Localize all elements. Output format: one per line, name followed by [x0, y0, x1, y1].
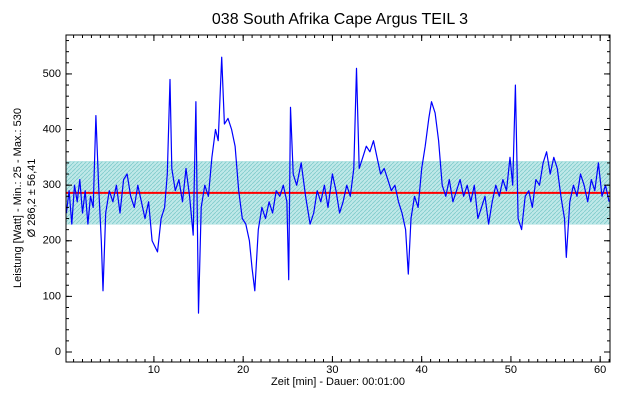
- y-axis-label: Leistung [Watt] - Min.: 25 - Max.: 530: [12, 108, 24, 288]
- chart-title: 038 South Afrika Cape Argus TEIL 3: [212, 11, 468, 28]
- power-line: [65, 56, 610, 314]
- y-tick-label: 500: [43, 68, 61, 80]
- x-tick-label: 20: [237, 364, 249, 376]
- x-tick-label: 40: [416, 364, 428, 376]
- x-tick-label: 50: [505, 364, 517, 376]
- x-tick-label: 30: [326, 364, 338, 376]
- y-axis-label-stats: Ø 286,2 ± 56,41: [26, 159, 38, 238]
- y-tick-label: 200: [43, 235, 61, 247]
- y-tick-label: 400: [43, 123, 61, 135]
- x-tick-label: 10: [148, 364, 160, 376]
- y-tick-label: 300: [43, 179, 61, 191]
- y-tick-label: 0: [55, 346, 61, 358]
- x-tick-label: 60: [594, 364, 606, 376]
- x-axis-label: Zeit [min] - Dauer: 00:01:00: [271, 376, 405, 388]
- y-tick-label: 100: [43, 290, 61, 302]
- plot-border: [65, 34, 611, 363]
